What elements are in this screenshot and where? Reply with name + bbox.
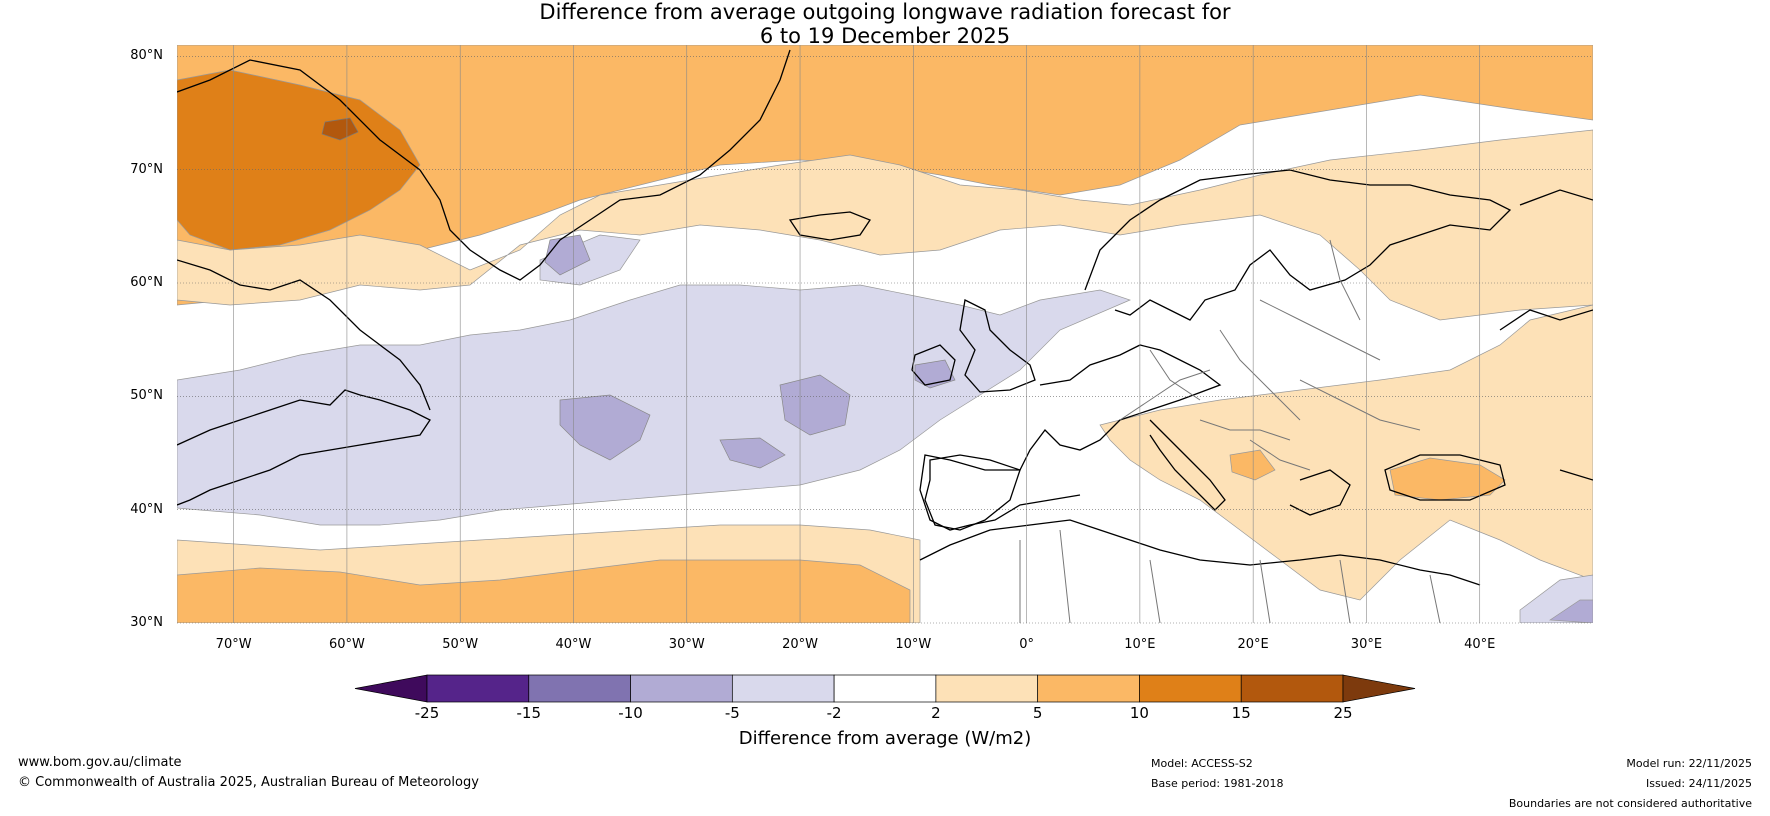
colorbar-segment [833, 674, 937, 703]
issued-text: Issued: 24/11/2025 [1645, 777, 1752, 790]
latitude-label: 70°N [130, 161, 163, 177]
longitude-label: 70°W [215, 637, 252, 652]
model-text: Model: ACCESS-S2 [1151, 757, 1253, 770]
model-run-text: Model run: 22/11/2025 [1626, 757, 1752, 770]
anomaly-area-positive-black-sea [1389, 457, 1506, 501]
borders-europe [1119, 239, 1421, 471]
colorbar-segment [731, 674, 835, 703]
colorbar-tick-label: -10 [618, 704, 643, 722]
anomaly-area-negative-southeast [1548, 599, 1593, 623]
coastline-black-sea [1384, 454, 1506, 501]
anomaly-area-strong-positive-greenland [177, 69, 421, 251]
latitude-label: 80°N [130, 48, 163, 64]
anomaly-area-positive-south [177, 559, 911, 623]
copyright-text: © Commonwealth of Australia 2025, Austra… [18, 775, 479, 790]
coastline-eastern-mediterranean [1289, 469, 1351, 516]
base-period-text: Base period: 1981-2018 [1151, 777, 1284, 790]
anomaly-area-positive-balkans [1229, 449, 1276, 481]
coastline-western-europe [919, 344, 1222, 531]
coastlines [177, 49, 1593, 586]
graticule [177, 45, 1593, 624]
colorbar-extend-low [354, 674, 428, 703]
anomaly-area-negative-patch-2 [779, 374, 851, 436]
longitude-label: 60°W [328, 637, 365, 652]
longitude-label: 30°W [668, 637, 705, 652]
coastline-scandinavia [1084, 169, 1512, 321]
longitude-label: 40°W [555, 637, 592, 652]
colorbar-tick-label: -5 [724, 704, 740, 722]
disclaimer-text: Boundaries are not considered authoritat… [1508, 797, 1752, 810]
colorbar-tick-label: -2 [826, 704, 842, 722]
colorbar-tick-label: 25 [1333, 704, 1353, 722]
anomaly-area-weak-negative-atlantic [177, 284, 1131, 526]
country-borders [1019, 239, 1441, 623]
anomaly-area-negative-patch-3 [719, 437, 786, 469]
map-content [177, 45, 1593, 623]
colorbar-tick-label: 15 [1231, 704, 1251, 722]
anomaly-area-weak-positive-europe [1099, 304, 1593, 601]
longitude-label: 30°E [1350, 637, 1383, 652]
website-link[interactable]: www.bom.gov.au/climate [18, 755, 182, 770]
longitude-label: 20°W [782, 637, 818, 652]
colorbar-tick-label: 10 [1129, 704, 1149, 722]
anomaly-area-very-strong-positive-greenland [321, 117, 359, 141]
anomaly-area-negative-patch-1 [559, 394, 651, 461]
latitude-label: 30°N [130, 615, 163, 630]
coastline-great-britain [959, 299, 1036, 393]
longitude-label: 10°W [895, 637, 932, 652]
title-line-1: Difference from average outgoing longwav… [539, 0, 1231, 24]
coastline-ireland [911, 344, 956, 386]
longitude-label: 0° [1019, 637, 1034, 652]
colorbar-tick-label: 2 [931, 704, 941, 722]
latitude-label: 40°N [130, 501, 163, 517]
colorbar-segment [1240, 674, 1344, 703]
colorbar-segment [630, 674, 733, 703]
longitude-label: 10°E [1124, 637, 1156, 652]
latitude-label: 50°N [130, 388, 163, 404]
colorbar [354, 674, 1416, 703]
longitude-label: 40°E [1464, 637, 1496, 652]
longitude-label: 50°W [442, 637, 479, 652]
coastline-greenland [177, 49, 791, 281]
coastline-iberia [924, 454, 1021, 531]
coastline-baffin [177, 259, 431, 411]
coastline-north-america [177, 389, 431, 506]
latitude-label: 60°N [130, 275, 163, 290]
coastline-italy [1149, 419, 1226, 511]
coastline-iceland [788, 211, 871, 241]
colorbar-label: Difference from average (W/m2) [738, 728, 1032, 749]
longitude-label: 20°E [1237, 637, 1269, 652]
colorbar-tick-label: -25 [414, 704, 440, 722]
colorbar-segment [1037, 674, 1140, 703]
colorbar-extend-high [1342, 674, 1416, 703]
colorbar-segment [1139, 674, 1242, 703]
anomaly-area-weak-positive-north [177, 129, 1593, 321]
colorbar-tick-label: -15 [516, 704, 542, 722]
colorbar-tick-label: 5 [1032, 704, 1043, 722]
colorbar-segment [935, 674, 1039, 703]
borders-north-africa [1019, 529, 1441, 623]
coastline-far-east [1499, 189, 1593, 481]
coastline-africa [919, 519, 1481, 586]
colorbar-segment [426, 674, 530, 703]
chart-title: Difference from average outgoing longwav… [0, 0, 1770, 48]
colorbar-segment [528, 674, 631, 703]
title-line-2: 6 to 19 December 2025 [759, 24, 1011, 48]
